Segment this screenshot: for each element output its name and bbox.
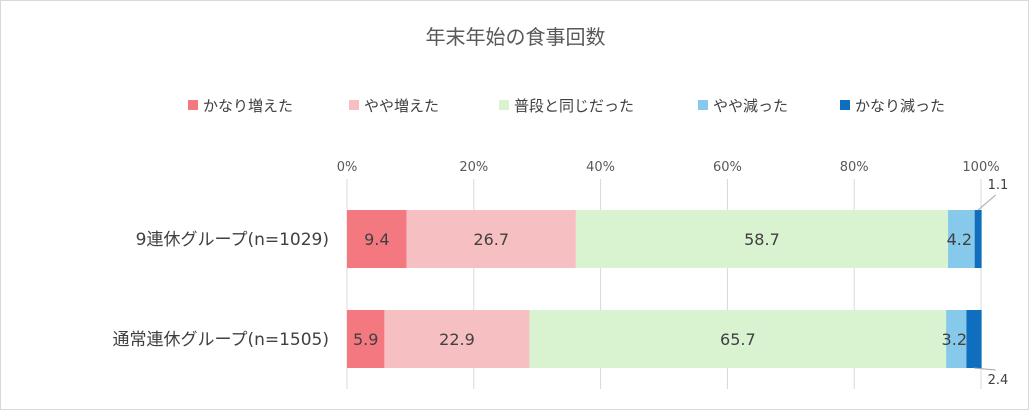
legend-item-yaya-hetta: やや減った — [698, 95, 788, 116]
bar-segment — [347, 210, 407, 268]
leader-line — [973, 367, 996, 371]
category-label: 9連休グループ(n=1029) — [136, 230, 329, 250]
legend-label: かなり減った — [855, 97, 946, 115]
x-tick-label: 40% — [586, 160, 615, 175]
y-axis-categories: 9連休グループ(n=1029) 通常連休グループ(n=1505) — [112, 230, 329, 350]
bar-segment — [406, 210, 576, 268]
legend-item-yaya-fueta: やや増えた — [349, 95, 439, 116]
data-label: 4.2 — [947, 230, 972, 249]
legend-item-kanari-fueta: かなり増えた — [188, 95, 293, 116]
legend-label: 普段と同じだった — [514, 97, 635, 115]
data-label: 3.2 — [942, 330, 967, 349]
bar-segment — [384, 310, 530, 368]
bar-segment — [966, 310, 982, 368]
legend-swatch — [698, 99, 708, 110]
bar-segment — [529, 310, 947, 368]
x-tick-label: 80% — [840, 160, 869, 175]
legend-label: やや減った — [713, 97, 789, 115]
data-label: 9.4 — [364, 230, 389, 249]
bar-segment — [575, 210, 949, 268]
legend-swatch — [840, 99, 850, 110]
legend-swatch — [188, 99, 198, 110]
x-axis-ticks: 0% 20% 40% 60% 80% 100% — [337, 160, 1000, 175]
x-tick-label: 100% — [962, 160, 999, 175]
bars — [347, 210, 982, 368]
data-label: 65.7 — [720, 330, 756, 349]
bar-segment — [347, 310, 385, 368]
data-label: 22.9 — [439, 330, 475, 349]
bar-segment — [948, 210, 975, 268]
legend-label: かなり増えた — [203, 97, 294, 115]
leader-line — [977, 194, 996, 211]
x-tick-label: 0% — [337, 160, 358, 175]
bar-segment — [946, 310, 967, 368]
category-label: 通常連休グループ(n=1505) — [112, 330, 329, 350]
legend-label: やや増えた — [364, 97, 440, 115]
legend-item-kanari-hetta: かなり減った — [840, 95, 945, 116]
data-labels: 9.4 26.7 58.7 4.2 1.1 5.9 22.9 65.7 3.2 2.4 — [353, 178, 1008, 388]
bar-segment — [974, 210, 982, 268]
data-label: 1.1 — [988, 178, 1009, 193]
data-label: 2.4 — [988, 373, 1009, 388]
x-tick-label: 20% — [459, 160, 488, 175]
legend-swatch — [349, 99, 359, 110]
chart-title: 年末年始の食事回数 — [425, 25, 606, 49]
legend-swatch — [499, 99, 509, 110]
data-label: 26.7 — [473, 230, 509, 249]
data-label: 5.9 — [353, 330, 378, 349]
x-tick-label: 60% — [713, 160, 742, 175]
legend-item-fudan-to-onaji: 普段と同じだった — [499, 95, 634, 116]
data-label: 58.7 — [744, 230, 780, 249]
